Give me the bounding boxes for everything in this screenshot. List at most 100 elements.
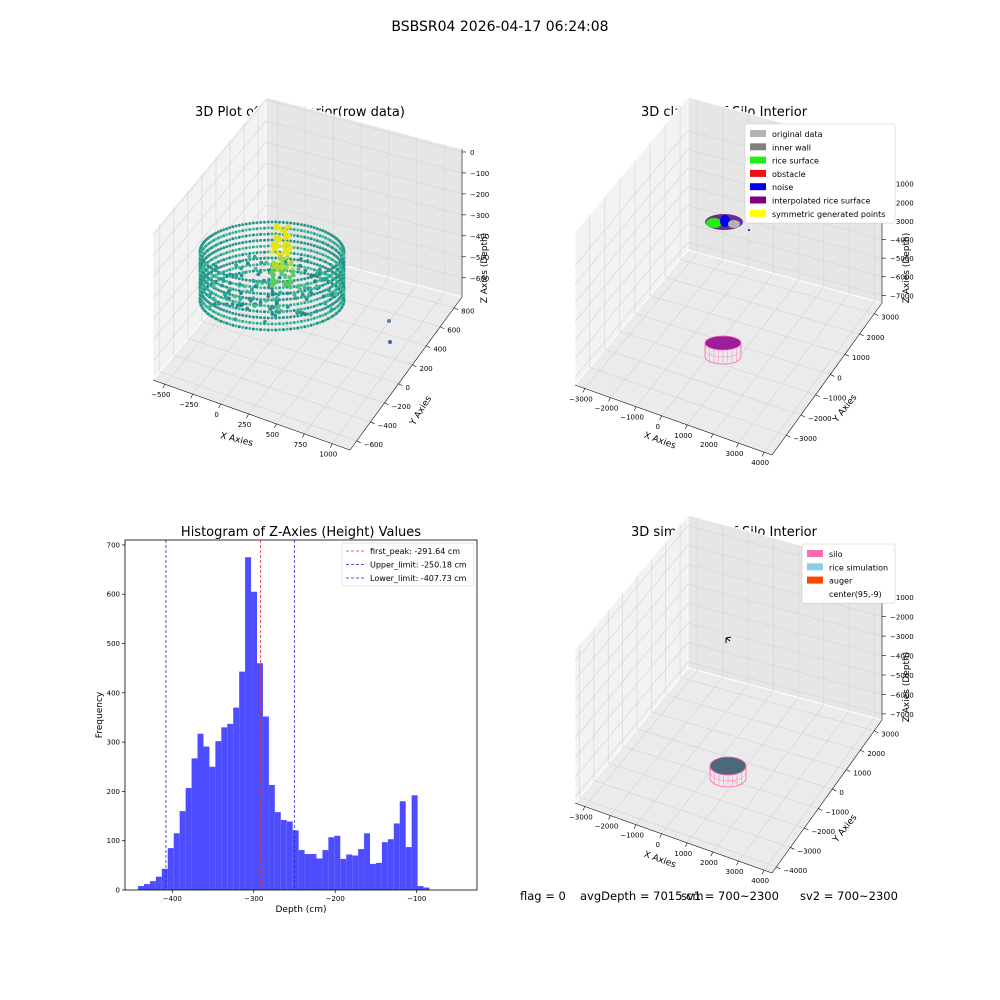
raw-point [231,237,235,241]
raw-point [263,328,266,332]
raw-point [248,279,252,282]
raw-point [220,277,225,282]
raw-point [303,289,307,293]
raw-point [219,313,223,317]
raw-point [285,315,289,319]
raw-point [282,228,288,234]
grid-line [574,223,883,359]
x-tick-label: 500 [266,431,279,439]
raw-point [326,231,330,235]
raw-point [318,234,322,238]
raw-point [315,239,319,243]
raw-point [225,227,229,231]
y-tick [874,730,879,733]
y-tick-label: 400 [433,346,446,354]
histogram-bar [364,833,371,890]
raw-point [328,256,332,260]
raw-point [214,299,218,303]
raw-point [303,277,307,281]
raw-point [266,232,270,236]
simulation-3d-legend: silo rice simulation auger center(95,-9) [801,543,896,604]
raw-point [259,238,263,242]
raw-point [251,327,255,331]
histogram-bar [405,847,412,890]
raw-point [237,235,241,239]
raw-point [264,260,269,265]
raw-point [270,265,275,271]
legend-label: original data [772,130,823,139]
raw-point [253,284,258,289]
raw-point [303,259,307,263]
raw-point [263,220,266,224]
raw-point [303,271,307,275]
raw-point [244,258,248,262]
raw-point [289,227,293,231]
x-tick-label: 1000 [674,432,692,440]
histogram-bar [334,835,341,890]
raw-point [225,315,229,319]
x-tick [685,842,688,848]
raw-point [289,303,293,307]
raw-point [248,327,252,330]
y-tick [440,326,445,329]
raw-point [277,238,282,243]
raw-point [228,232,232,236]
raw-point [231,305,235,309]
raw-point [255,291,259,295]
raw-point [255,227,259,231]
grid-line [304,284,417,434]
raw-point [299,319,303,323]
raw-point [312,286,316,290]
classify-3d-plot: 3D classify of Silo Interior −3000−2000−… [569,95,914,467]
raw-point [266,244,270,248]
raw-point [259,310,263,314]
raw-point [312,256,316,260]
y-tick [412,364,417,368]
raw-point [312,273,316,278]
raw-point [251,269,255,273]
silo-wall [704,343,742,365]
raw-point [239,291,243,296]
x-tick-label: 1000 [674,850,692,858]
x-tick-label: 4000 [751,459,769,467]
classify-3d-z-label: Z Axies (Depth) [902,233,912,304]
raw-point [262,278,266,283]
raw-point [318,314,322,318]
y-tick [804,827,809,831]
raw-3d-z-ticks: 0 −100 −200 −300 −400 −500 −600 [462,149,489,283]
y-tick-label: 800 [461,308,474,316]
raw-point [276,305,280,310]
raw-point [326,255,330,259]
raw-point [270,292,275,297]
raw-point [251,321,255,325]
raw-point [306,254,310,258]
raw-point [304,297,309,302]
y-tick-label: −4000 [783,867,807,875]
x-tick [710,851,714,857]
z-tick-label: −7000 [890,292,914,300]
raw-point [328,316,332,320]
x-tick [761,452,765,457]
raw-point [309,261,313,265]
histogram-bar [239,671,246,890]
raw-point [237,295,241,299]
x-tick-label: −100 [407,895,426,903]
y-tick-label: 700 [107,541,120,549]
raw-point [231,255,235,259]
raw-point [248,252,252,255]
raw-point [231,261,235,265]
raw-3d-x-label: X Axies [219,431,254,449]
grid-line [152,99,463,236]
histogram-bar [138,886,144,890]
raw-point [309,274,313,279]
histogram-bar [185,787,192,890]
raw-point [228,262,232,266]
raw-point [262,320,267,324]
raw-point [231,317,235,321]
x-tick [302,433,305,438]
raw-point [299,301,303,305]
raw-point [315,291,319,295]
raw-point [251,279,256,284]
raw-point [237,259,242,264]
raw-point [241,259,245,263]
